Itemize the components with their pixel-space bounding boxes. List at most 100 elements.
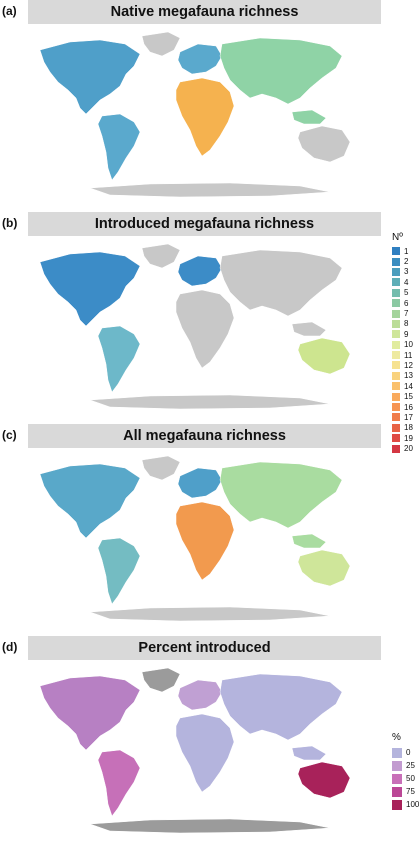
region-n-america — [39, 39, 141, 115]
legend-richness-swatch — [392, 247, 400, 256]
legend-richness-swatch — [392, 351, 400, 360]
legend-richness-swatch — [392, 382, 400, 391]
legend-richness-swatch — [392, 278, 400, 287]
legend-richness-entry: 3 — [392, 267, 413, 277]
panel-a-title: Native megafauna richness — [28, 0, 381, 24]
legend-percent-label: 100 — [406, 800, 419, 809]
legend-richness-entry: 10 — [392, 340, 413, 350]
legend-richness-entry: 2 — [392, 256, 413, 266]
legend-richness-swatch — [392, 403, 400, 412]
legend-richness-label: 10 — [404, 340, 413, 350]
region-antarctica — [89, 606, 331, 622]
legend-richness-items: 1 2 3 4 5 6 7 8 9 10 11 12 13 14 15 16 17 18 19 20 — [392, 246, 413, 454]
legend-percent-label: 25 — [406, 761, 415, 770]
panel-a-label: (a) — [2, 4, 17, 18]
region-se-asia — [291, 109, 327, 125]
region-africa — [175, 77, 235, 157]
panel-c: (c) All megafauna richness — [0, 424, 419, 629]
region-asia — [219, 249, 343, 317]
legend-richness-entry: 7 — [392, 308, 413, 318]
legend-percent-swatch — [392, 773, 402, 784]
legend-percent-label: 50 — [406, 774, 415, 783]
legend-richness-swatch — [392, 371, 400, 380]
legend-richness-swatch — [392, 257, 400, 266]
legend-richness-swatch — [392, 267, 400, 276]
region-s-america — [97, 749, 141, 817]
legend-percent: % 0 25 50 75 100 — [392, 732, 419, 811]
region-antarctica — [89, 818, 331, 834]
region-greenland — [141, 455, 181, 481]
legend-richness-label: 13 — [404, 371, 413, 381]
region-asia — [219, 461, 343, 529]
legend-richness-swatch — [392, 361, 400, 370]
region-europe — [177, 43, 223, 75]
legend-richness-label: 17 — [404, 412, 413, 422]
legend-richness-swatch — [392, 413, 400, 422]
legend-richness-label: 14 — [404, 381, 413, 391]
region-antarctica — [89, 394, 331, 410]
region-se-asia — [291, 321, 327, 337]
region-s-america — [97, 325, 141, 393]
introduced-richness-map — [39, 243, 351, 410]
region-se-asia — [291, 745, 327, 761]
legend-richness-entry: 18 — [392, 423, 413, 433]
legend-richness-label: 5 — [404, 288, 409, 298]
region-n-america — [39, 463, 141, 539]
panel-b-label: (b) — [2, 216, 18, 230]
legend-richness-entry: 12 — [392, 360, 413, 370]
legend-percent-entry: 75 — [392, 785, 419, 798]
panel-c-title: All megafauna richness — [28, 424, 381, 448]
legend-percent-label: 0 — [406, 748, 411, 757]
legend-percent-entry: 100 — [392, 798, 419, 811]
legend-richness-swatch — [392, 340, 400, 349]
region-n-america — [39, 251, 141, 327]
region-greenland — [141, 243, 181, 269]
legend-richness-swatch — [392, 434, 400, 443]
legend-richness-entry: 4 — [392, 277, 413, 287]
legend-richness-label: 20 — [404, 444, 413, 454]
legend-richness-entry: 6 — [392, 298, 413, 308]
legend-richness-label: 6 — [404, 298, 409, 308]
legend-richness-entry: 17 — [392, 412, 413, 422]
legend-richness: Nº 1 2 3 4 5 6 7 8 9 10 11 12 13 14 15 16 17 18 19 20 — [392, 232, 413, 454]
legend-richness-entry: 1 — [392, 246, 413, 256]
legend-richness-label: 9 — [404, 329, 409, 339]
legend-richness-swatch — [392, 330, 400, 339]
legend-richness-swatch — [392, 299, 400, 308]
legend-richness-swatch — [392, 288, 400, 297]
legend-richness-entry: 11 — [392, 350, 413, 360]
legend-richness-entry: 9 — [392, 329, 413, 339]
legend-percent-entry: 50 — [392, 772, 419, 785]
legend-percent-label: 75 — [406, 787, 415, 796]
legend-richness-swatch — [392, 319, 400, 328]
legend-richness-swatch — [392, 423, 400, 432]
region-se-asia — [291, 533, 327, 549]
all-richness-map — [39, 455, 351, 622]
region-n-america — [39, 675, 141, 751]
panel-d-title: Percent introduced — [28, 636, 381, 660]
legend-percent-title: % — [392, 732, 401, 743]
legend-percent-swatch — [392, 760, 402, 771]
legend-richness-entry: 5 — [392, 288, 413, 298]
region-asia — [219, 37, 343, 105]
region-europe — [177, 679, 223, 711]
region-s-america — [97, 113, 141, 181]
legend-richness-entry: 20 — [392, 443, 413, 453]
legend-percent-items: 0 25 50 75 100 — [392, 746, 419, 811]
legend-richness-entry: 8 — [392, 319, 413, 329]
legend-richness-label: 7 — [404, 309, 409, 319]
legend-richness-label: 11 — [404, 350, 413, 360]
legend-richness-label: 18 — [404, 423, 413, 433]
legend-richness-label: 15 — [404, 392, 413, 402]
legend-percent-swatch — [392, 747, 402, 758]
region-africa — [175, 289, 235, 369]
legend-richness-entry: 15 — [392, 391, 413, 401]
legend-richness-title: Nº — [392, 232, 403, 243]
legend-richness-entry: 19 — [392, 433, 413, 443]
legend-richness-entry: 14 — [392, 381, 413, 391]
legend-percent-entry: 0 — [392, 746, 419, 759]
legend-richness-label: 1 — [404, 246, 409, 256]
region-europe — [177, 467, 223, 499]
legend-richness-swatch — [392, 392, 400, 401]
panel-b: (b) Introduced megafauna richness — [0, 212, 419, 417]
